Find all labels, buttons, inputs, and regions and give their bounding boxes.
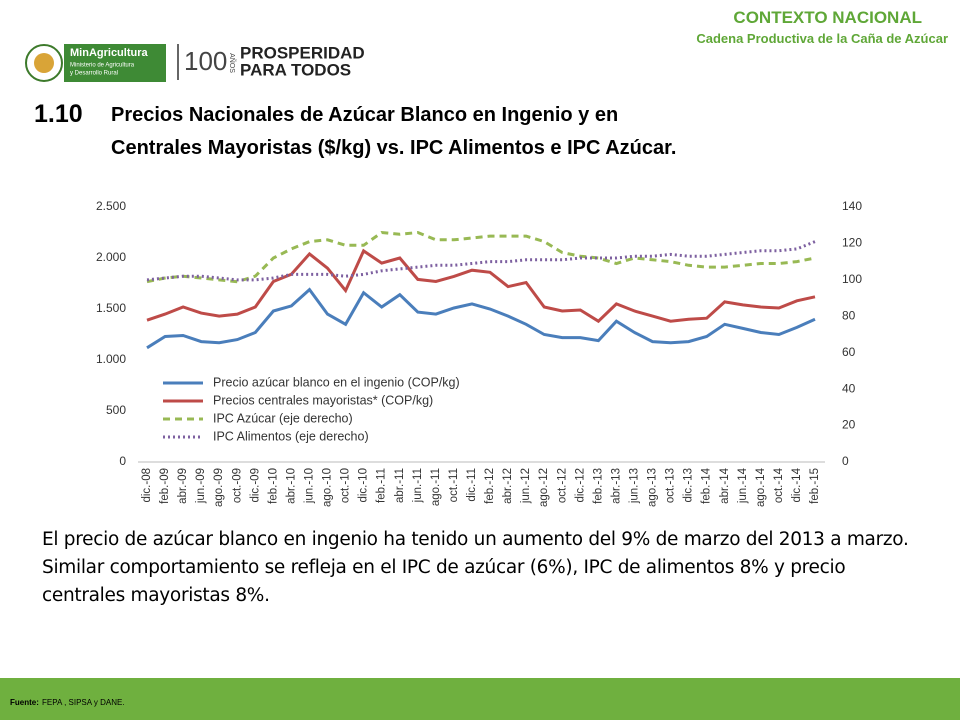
x-tick-label: feb.-12 — [484, 468, 496, 504]
logos: MinAgricultura Ministerio de Agricultura… — [25, 43, 365, 82]
footer: Fuente: FEPA , SIPSA y DANE. — [0, 678, 960, 720]
x-tick-label: dic.-13 — [683, 468, 695, 503]
x-tick-label: oct.-11 — [448, 468, 460, 502]
x-tick-label: oct.-14 — [773, 467, 785, 503]
title: Centrales Mayoristas ($/kg) vs. IPC Alim… — [111, 137, 677, 159]
x-tick-label: ago.-14 — [755, 467, 767, 507]
x-tick-label: feb.-11 — [376, 468, 388, 503]
x-tick-label: dic.-12 — [574, 468, 586, 503]
subsection: Cadena Productiva de la Caña de Azúcar — [696, 31, 948, 46]
x-tick-label: abr.-13 — [610, 468, 622, 504]
body-text: El precio de azúcar blanco en ingenio ha… — [42, 529, 909, 606]
x-tick-label: feb.-14 — [701, 467, 713, 503]
x-tick-label: jun.-13 — [628, 468, 640, 504]
x-tick-label: ago.-13 — [647, 468, 659, 507]
y2-tick-label: 100 — [842, 272, 862, 286]
y2-tick-label: 80 — [842, 308, 856, 322]
y2-tick-label: 60 — [842, 345, 856, 359]
x-tick-label: dic.-08 — [141, 468, 153, 503]
x-tick-label: feb.-09 — [159, 468, 171, 504]
x-tick-label: ago.-11 — [430, 468, 442, 506]
slogan: PARA TODOS — [240, 60, 351, 79]
legend-label: IPC Alimentos (eje derecho) — [213, 429, 369, 443]
x-tick-label: feb.-13 — [592, 468, 604, 504]
ministry-sub: Ministerio de Agricultura — [70, 63, 135, 69]
series-line — [146, 240, 816, 282]
legend-label: IPC Azúcar (eje derecho) — [213, 411, 353, 425]
y-tick-label: 1.000 — [96, 352, 126, 366]
x-tick-label: jun.-09 — [195, 468, 207, 504]
x-tick-label: ago.-09 — [213, 468, 225, 507]
y-tick-label: 500 — [106, 403, 126, 417]
legend-label: Precios centrales mayoristas* (COP/kg) — [213, 393, 433, 407]
x-tick-label: jun.-10 — [304, 468, 316, 504]
x-tick-label: feb.-10 — [267, 468, 279, 504]
ministry-sub: y Desarrollo Rural — [70, 71, 118, 77]
emblem-core — [34, 53, 54, 73]
ministry: MinAgricultura — [70, 47, 148, 59]
x-tick-label: ago.-12 — [538, 468, 550, 507]
footer-label: Fuente: — [10, 698, 39, 707]
y2-tick-label: 140 — [842, 199, 862, 213]
y-tick-label: 2.000 — [96, 250, 126, 264]
years-word: AÑOS — [228, 53, 237, 73]
x-tick-label: dic.-10 — [358, 468, 370, 503]
ministry-box — [64, 44, 166, 82]
y-tick-label: 1.500 — [96, 301, 126, 315]
x-tick-label: abr.-10 — [285, 468, 297, 504]
x-tick-label: jun.-14 — [737, 467, 749, 504]
chart: 0 500 1.000 1.500 2.000 2.500 0 20 40 60 80 100 120 1… — [96, 199, 862, 507]
y2-tick-label: 0 — [842, 454, 849, 468]
title: Precios Nacionales de Azúcar Blanco en I… — [111, 104, 619, 126]
x-tick-label: abr.-14 — [719, 467, 731, 503]
x-tick-label: oct.-10 — [340, 468, 352, 503]
x-tick-label: dic.-14 — [791, 467, 803, 502]
y2-tick-label: 120 — [842, 236, 862, 250]
x-tick-label: oct.-09 — [231, 468, 243, 503]
y-tick-label: 2.500 — [96, 199, 126, 213]
y2-tick-label: 20 — [842, 418, 856, 432]
x-tick-label: abr.-12 — [502, 468, 514, 504]
x-tick-label: abr.-11 — [394, 468, 406, 503]
y-tick-label: 0 — [119, 454, 126, 468]
x-tick-label: feb.-15 — [809, 468, 821, 504]
x-tick-label: ago.-10 — [322, 468, 334, 507]
x-tick-label: jun.-11 — [412, 468, 424, 503]
legend-label: Precio azúcar blanco en el ingenio (COP/… — [213, 375, 460, 389]
x-tick-label: dic.-11 — [466, 468, 478, 502]
series-line — [146, 230, 816, 284]
slide-number: 1.10 — [34, 100, 83, 128]
x-tick-label: oct.-13 — [665, 468, 677, 503]
footer-text: FEPA , SIPSA y DANE. — [42, 698, 125, 707]
x-tick-label: jun.-12 — [520, 468, 532, 504]
y2-tick-label: 40 — [842, 381, 856, 395]
x-tick-label: oct.-12 — [556, 468, 568, 503]
slogan: PROSPERIDAD — [240, 43, 365, 62]
series-line — [146, 248, 816, 324]
years: 100 — [184, 46, 227, 76]
x-tick-label: dic.-09 — [249, 468, 261, 503]
series-line — [146, 287, 816, 350]
section: CONTEXTO NACIONAL — [733, 8, 922, 27]
x-tick-label: abr.-09 — [177, 468, 189, 504]
